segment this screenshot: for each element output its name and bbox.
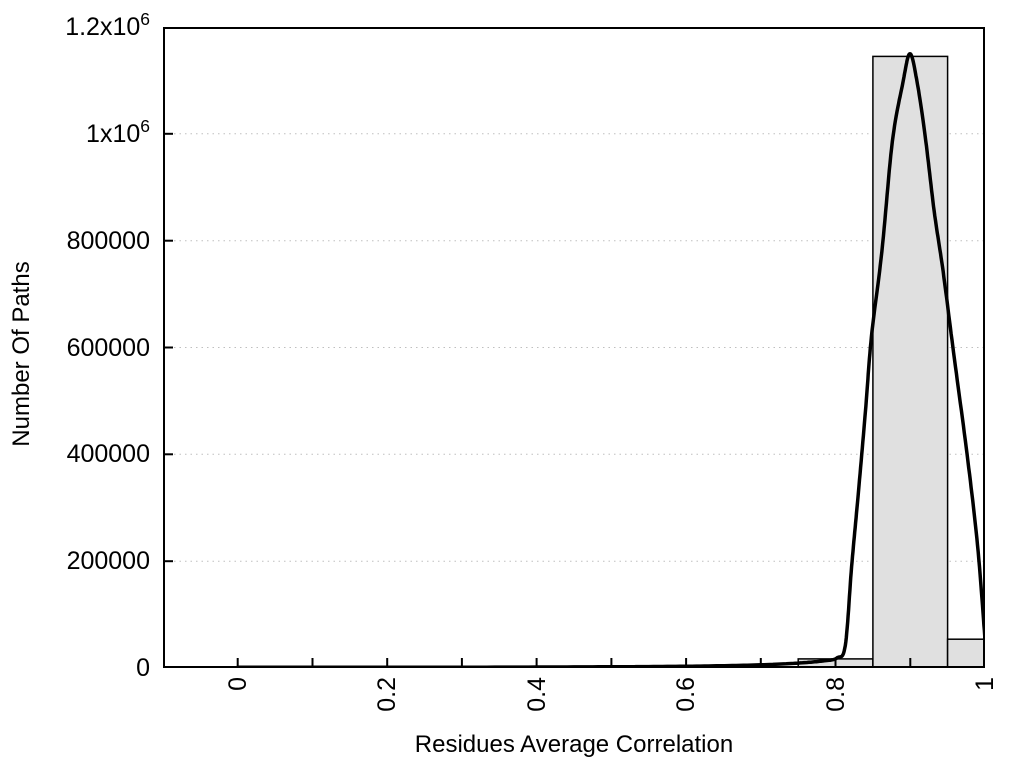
y-tick-label: 1x106	[86, 116, 150, 148]
y-tick-label: 0	[136, 654, 150, 682]
x-tick-label: 1	[971, 677, 999, 691]
x-tick-label: 0.6	[672, 677, 701, 712]
histogram-bar	[872, 55, 949, 668]
y-axis-title: Number Of Paths	[8, 261, 35, 447]
y-tick-label: 600000	[66, 333, 150, 362]
x-tick-label: 0.8	[821, 677, 850, 712]
plot-area	[163, 27, 985, 668]
x-axis-title: Residues Average Correlation	[414, 731, 734, 758]
x-tick-label: 0.2	[373, 677, 402, 712]
histogram-bar	[946, 638, 985, 668]
y-tick-label: 1.2x106	[65, 9, 150, 41]
plot-border	[163, 27, 985, 668]
plot-svg	[163, 27, 985, 668]
y-tick-label: 800000	[66, 226, 150, 255]
x-tick-label: 0	[223, 677, 252, 691]
x-tick-label: 0.4	[522, 677, 551, 712]
y-tick-label: 200000	[66, 547, 150, 576]
y-tick-label: 400000	[66, 440, 150, 469]
